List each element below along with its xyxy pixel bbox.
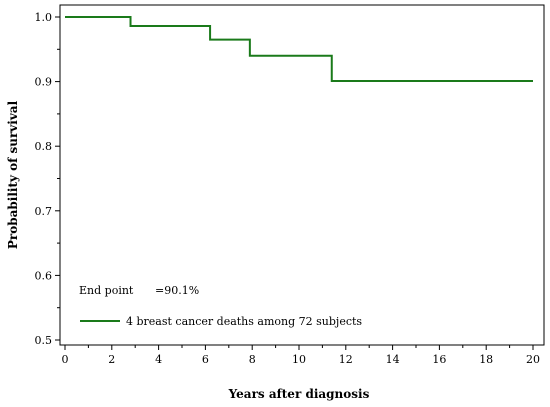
x-tick-label: 0 (62, 353, 69, 366)
x-tick-label: 14 (386, 353, 400, 366)
x-tick-label: 10 (292, 353, 306, 366)
end-point-label: End point (79, 284, 134, 297)
y-axis: 0.5 0.6 0.7 0.8 0.9 1.0 (35, 11, 60, 347)
x-tick-label: 8 (249, 353, 256, 366)
x-tick-label: 4 (155, 353, 162, 366)
x-tick-label: 6 (202, 353, 209, 366)
plot-frame (59, 4, 545, 346)
legend-series-label: 4 breast cancer deaths among 72 subjects (126, 315, 362, 328)
x-tick-label: 20 (526, 353, 540, 366)
legend: End point =90.1% 4 breast cancer deaths … (79, 284, 362, 328)
y-tick-label: 1.0 (35, 11, 53, 24)
y-tick-label: 0.6 (35, 269, 53, 282)
x-axis-title: Years after diagnosis (228, 387, 370, 401)
end-point-value: =90.1% (155, 284, 199, 297)
x-tick-label: 16 (432, 353, 446, 366)
series-line-0 (65, 16, 533, 82)
x-tick-label: 12 (339, 353, 353, 366)
y-tick-label: 0.7 (35, 205, 53, 218)
x-tick-label: 2 (108, 353, 115, 366)
x-axis: 0 2 4 6 8 10 12 14 16 18 20 (62, 345, 540, 366)
y-tick-label: 0.9 (35, 76, 53, 89)
y-axis-title: Probability of survival (6, 100, 20, 249)
x-tick-label: 18 (479, 353, 493, 366)
y-tick-label: 0.5 (35, 334, 53, 347)
series-layer (65, 16, 533, 82)
y-tick-label: 0.8 (35, 140, 53, 153)
